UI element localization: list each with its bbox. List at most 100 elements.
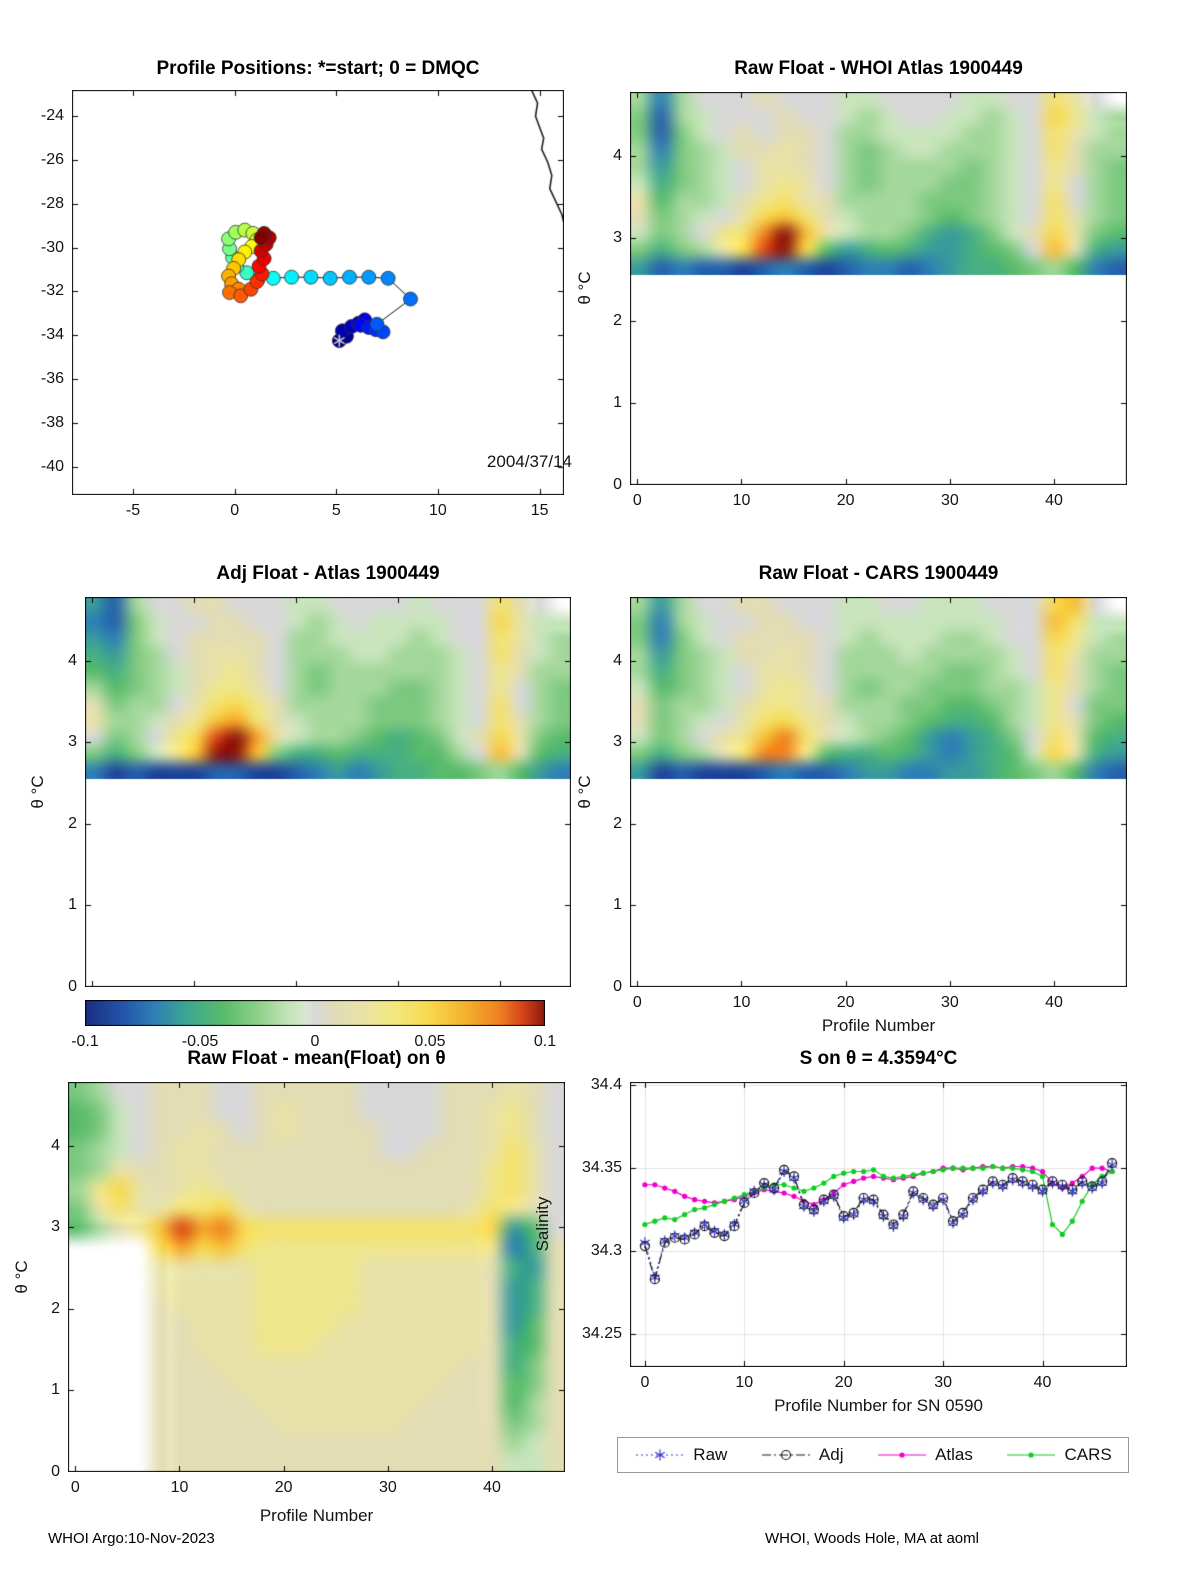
tick-label: 4 — [613, 147, 622, 165]
tick-label: 40 — [1045, 994, 1063, 1011]
tick-label: 4 — [68, 651, 77, 669]
tick-label: 2 — [68, 814, 77, 832]
tick-label: 34.3 — [590, 1242, 622, 1259]
salinity-legend: Raw Adj Atlas CARS — [617, 1437, 1129, 1473]
legend-label: Adj — [818, 1445, 844, 1464]
tick-label: -30 — [40, 238, 64, 256]
salinity-xlabel: Profile Number for SN 0590 — [774, 1396, 983, 1415]
tick-label: 4 — [51, 1136, 60, 1154]
tick-label: 2 — [613, 814, 622, 832]
mean-float-title: Raw Float - mean(Float) on θ — [187, 1048, 446, 1069]
legend-sample-raw-icon — [634, 1445, 687, 1465]
legend-item-raw: Raw — [634, 1445, 727, 1465]
salinity-plot — [630, 1082, 1127, 1367]
tick-label: 0 — [632, 492, 642, 509]
tick-label: 0 — [70, 1479, 80, 1496]
tick-label: 30 — [940, 492, 959, 509]
tick-label: 40 — [483, 1479, 501, 1496]
tick-label: 0 — [613, 476, 622, 493]
tick-label: 10 — [735, 1374, 754, 1391]
mean-float-xlabel: Profile Number — [259, 1506, 374, 1525]
tick-label: 0 — [640, 1374, 650, 1391]
plot-4-canvas — [68, 1082, 565, 1472]
tick-label: 0 — [230, 502, 240, 519]
salinity-ylabel: Salinity — [533, 1196, 552, 1252]
adj-atlas-title: Adj Float - Atlas 1900449 — [216, 563, 440, 584]
tick-label: -40 — [40, 457, 64, 475]
tick-label: 30 — [378, 1479, 397, 1496]
tick-label: 20 — [274, 1479, 293, 1496]
legend-label: Atlas — [935, 1445, 973, 1464]
tick-label: 0 — [310, 1033, 320, 1050]
legend-item-atlas: Atlas — [876, 1445, 973, 1465]
tick-label: 34.25 — [581, 1324, 622, 1342]
colorbar — [85, 1000, 545, 1026]
legend-label: CARS — [1064, 1445, 1112, 1464]
plot-1-canvas — [630, 92, 1127, 485]
tick-label: 2 — [51, 1299, 60, 1317]
plot-0-canvas — [72, 90, 564, 495]
mean-float-plot — [68, 1082, 565, 1472]
tick-label: 1 — [613, 393, 622, 411]
tick-label: 0 — [51, 1463, 60, 1480]
tick-label: 40 — [1033, 1374, 1052, 1391]
tick-label: 3 — [613, 733, 622, 751]
tick-label: 0 — [632, 994, 642, 1011]
plot-5-canvas — [630, 1082, 1127, 1367]
map-date-annotation: 2004/37/14 — [486, 452, 572, 471]
plot-2-canvas — [85, 597, 571, 987]
tick-label: 30 — [940, 994, 959, 1011]
tick-label: -5 — [125, 502, 141, 519]
colorbar-canvas — [85, 1000, 545, 1026]
plot-3-canvas — [630, 597, 1127, 987]
legend-sample-atlas-icon — [876, 1445, 929, 1465]
tick-label: -38 — [40, 413, 64, 431]
map-title: Profile Positions: *=start; 0 = DMQC — [156, 58, 480, 79]
tick-label: -34 — [40, 326, 64, 344]
tick-label: 3 — [51, 1218, 60, 1236]
tick-label: 30 — [934, 1374, 952, 1391]
footer-left: WHOI Argo:10-Nov-2023 — [48, 1530, 215, 1547]
raw-cars-plot — [630, 597, 1127, 987]
raw-cars-title: Raw Float - CARS 1900449 — [758, 563, 999, 584]
tick-label: 15 — [530, 502, 549, 519]
tick-label: -24 — [40, 107, 64, 125]
tick-label: -28 — [40, 194, 64, 212]
raw-atlas-plot — [630, 92, 1127, 485]
tick-label: 1 — [51, 1381, 60, 1399]
tick-label: -32 — [40, 282, 64, 300]
tick-label: 0.05 — [414, 1033, 446, 1050]
tick-label: 20 — [836, 492, 855, 509]
tick-label: 5 — [331, 502, 341, 519]
legend-item-adj: Adj — [759, 1445, 844, 1465]
legend-sample-adj-icon — [759, 1445, 812, 1465]
tick-label: 0 — [68, 978, 77, 995]
tick-label: 34.35 — [581, 1159, 622, 1177]
tick-label: 40 — [1045, 492, 1063, 509]
adj-atlas-plot — [85, 597, 571, 987]
legend-item-cars: CARS — [1005, 1445, 1112, 1465]
tick-label: 3 — [68, 733, 77, 751]
tick-label: 20 — [836, 994, 855, 1011]
tick-label: 3 — [613, 229, 622, 247]
raw-atlas-title: Raw Float - WHOI Atlas 1900449 — [734, 58, 1023, 79]
tick-label: 10 — [170, 1479, 189, 1496]
tick-label: 0 — [613, 978, 622, 995]
map-plot — [72, 90, 564, 495]
tick-label: 20 — [834, 1374, 853, 1391]
tick-label: 10 — [732, 994, 751, 1011]
tick-label: -26 — [40, 151, 64, 169]
tick-label: 34.4 — [590, 1076, 622, 1094]
tick-label: -0.05 — [181, 1033, 219, 1050]
tick-label: 4 — [613, 651, 622, 669]
tick-label: -0.1 — [71, 1033, 99, 1050]
legend-label: Raw — [693, 1445, 728, 1464]
footer-right: WHOI, Woods Hole, MA at aoml — [765, 1530, 979, 1547]
tick-label: -36 — [40, 369, 64, 387]
tick-label: 1 — [613, 896, 622, 914]
tick-label: 1 — [68, 896, 77, 914]
tick-label: 0.1 — [533, 1033, 557, 1050]
salinity-title: S on θ = 4.3594°C — [799, 1048, 958, 1069]
tick-label: 10 — [429, 502, 447, 519]
